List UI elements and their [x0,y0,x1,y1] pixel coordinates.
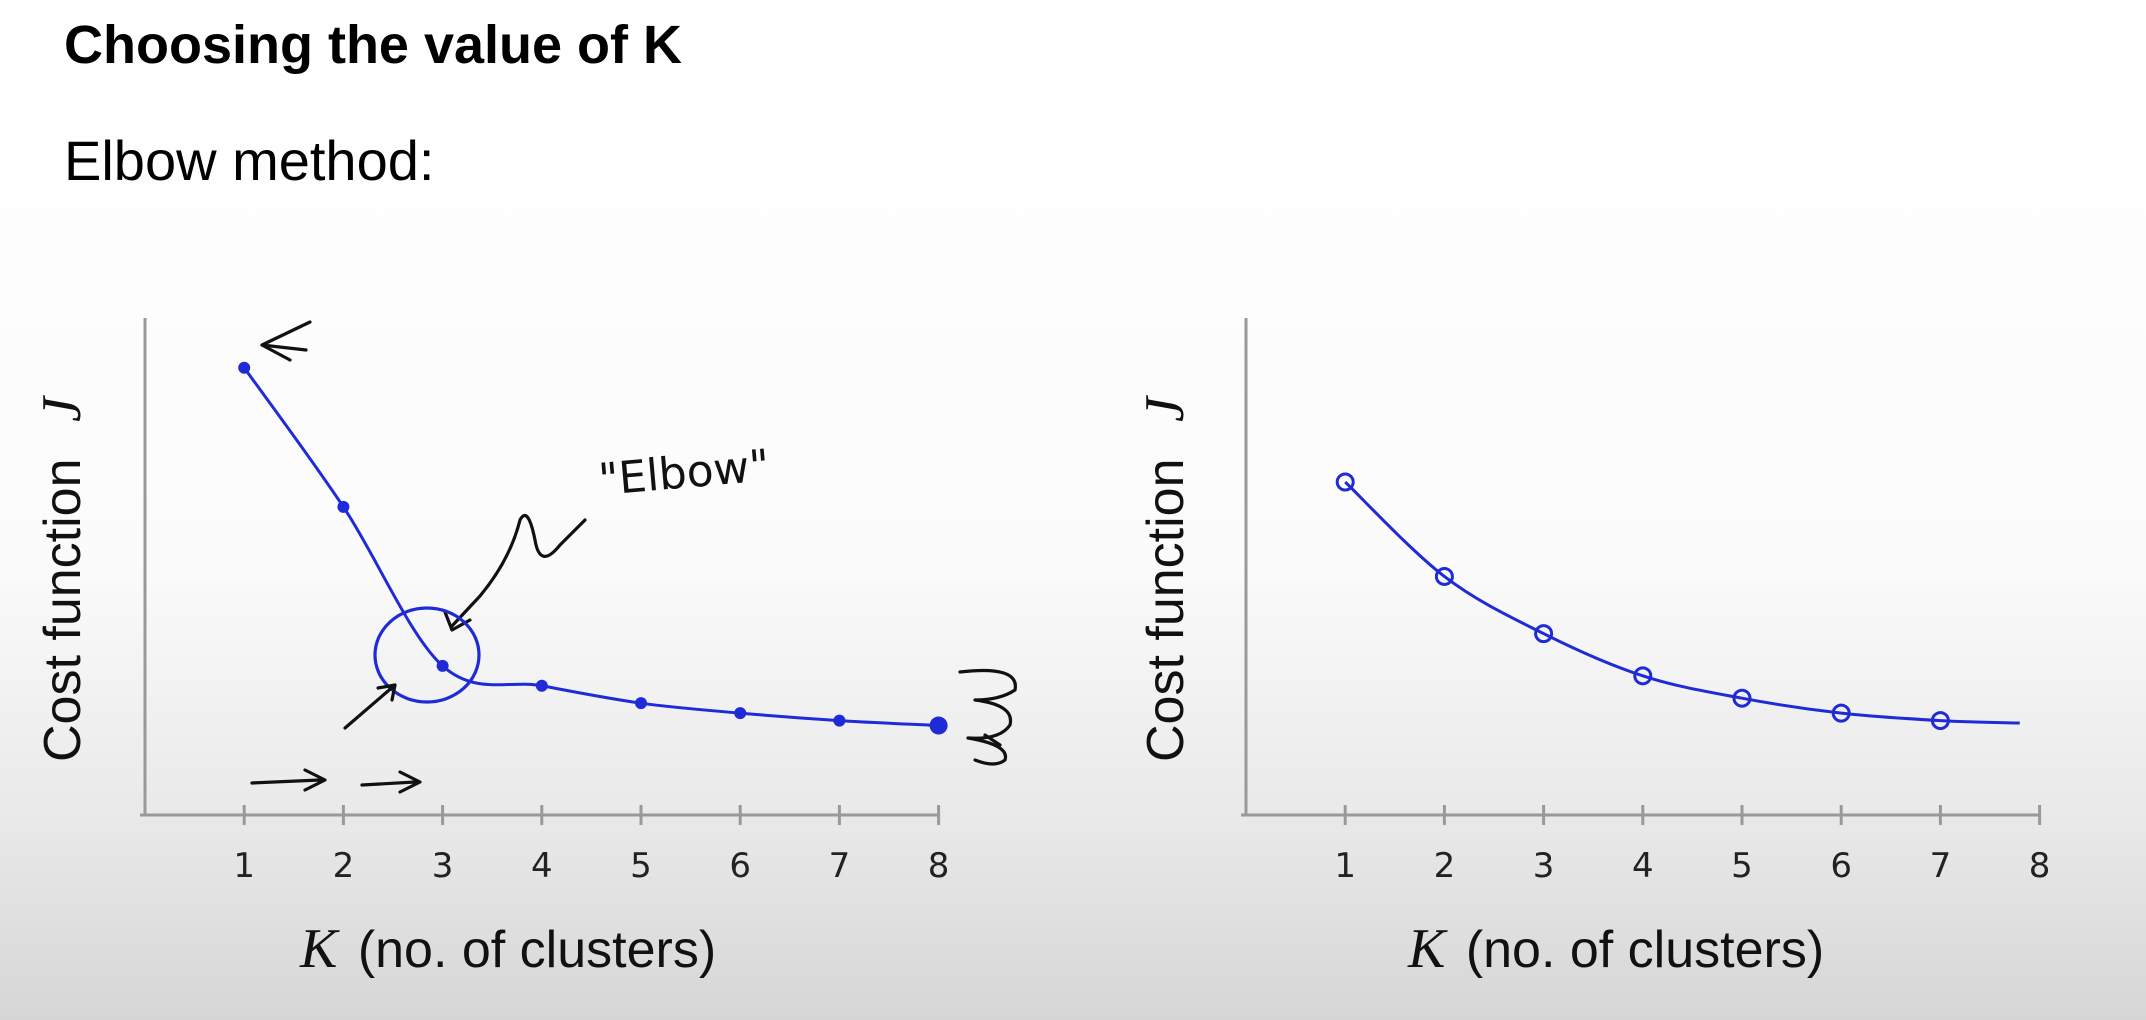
elbow-pointer-zigzag [450,514,587,628]
right-series-points [1335,472,1950,731]
right-series-line [1344,480,2020,725]
right-data-point-1 [1335,472,1355,492]
right-data-point-2 [1434,566,1454,586]
left-x-tick-label-8: 8 [928,846,950,886]
left-x-axis-label: K (no. of clusters) [299,918,716,980]
left-xlabel-symbol: K [299,918,340,980]
direction-arrow-1 [250,768,327,792]
right-data-point-7 [1930,711,1950,731]
left-x-tick-label-5: 5 [630,846,652,886]
left-data-point-6 [734,707,747,720]
right-x-tick-label-5: 5 [1731,846,1753,886]
right-chart: 1 2 3 4 5 6 7 8 Cost function J K (no. of clust… [1134,318,2050,980]
right-data-point-4 [1633,666,1653,686]
left-y-axis-label: Cost function J [31,394,93,762]
left-x-tick-label-3: 3 [432,846,454,886]
left-x-ticks [242,805,941,825]
right-x-tick-labels: 1 2 3 4 5 6 7 8 [1334,846,2050,886]
left-x-tick-label-2: 2 [333,846,355,886]
left-data-point-2 [337,500,350,513]
left-data-point-8 [929,716,948,735]
slide-subtitle: Elbow method: [64,129,435,192]
right-x-tick-label-7: 7 [1930,846,1952,886]
left-data-point-3 [436,659,449,672]
left-x-tick-label-7: 7 [829,846,851,886]
brace-tail [983,733,1002,747]
right-x-tick-label-6: 6 [1830,846,1852,886]
direction-arrow-2 [360,770,422,794]
right-xlabel-symbol: K [1407,918,1448,980]
right-y-axis-label: Cost function J [1134,394,1196,762]
right-x-tick-label-8: 8 [2029,846,2051,886]
right-xlabel-text: (no. of clusters) [1466,921,1824,979]
left-data-point-4 [535,679,548,692]
right-x-ticks [1343,805,2042,825]
left-ylabel-symbol: J [31,394,93,422]
left-data-point-5 [635,697,647,710]
left-x-tick-label-1: 1 [233,846,255,886]
left-data-point-1 [238,361,251,374]
left-series-points [238,361,948,735]
right-data-point-5 [1732,688,1752,708]
arrow-to-first-point [260,320,312,362]
handwritten-annotations [250,320,1017,794]
arrow-to-elbow [343,683,397,730]
right-x-tick-label-2: 2 [1434,846,1456,886]
left-series-line [242,366,939,728]
elbow-annotation: "Elbow" [597,440,772,506]
right-x-tick-label-1: 1 [1334,846,1356,886]
right-x-tick-label-4: 4 [1632,846,1654,886]
right-ylabel-text: Cost function [1137,459,1195,763]
svg-text:Cost function J: Cost function J [1134,394,1196,762]
left-data-point-7 [833,714,846,727]
slide-title: Choosing the value of K [64,15,683,75]
right-data-point-6 [1831,703,1851,723]
svg-text:Cost function J: Cost function J [31,394,93,762]
right-x-tick-label-3: 3 [1533,846,1555,886]
right-data-point-3 [1534,624,1554,644]
brace-mark [958,668,1017,766]
right-x-axis-label: K (no. of clusters) [1407,918,1824,980]
left-x-tick-label-4: 4 [531,846,553,886]
left-chart: 1 2 3 4 5 6 7 8 Cost function J K (no. of clust… [31,318,1017,980]
left-x-tick-labels: 1 2 3 4 5 6 7 8 [233,846,949,886]
right-ylabel-symbol: J [1134,394,1196,422]
elbow-circle [373,606,481,704]
left-xlabel-text: (no. of clusters) [358,921,716,979]
left-ylabel-text: Cost function [34,459,92,763]
left-x-tick-label-6: 6 [729,846,751,886]
